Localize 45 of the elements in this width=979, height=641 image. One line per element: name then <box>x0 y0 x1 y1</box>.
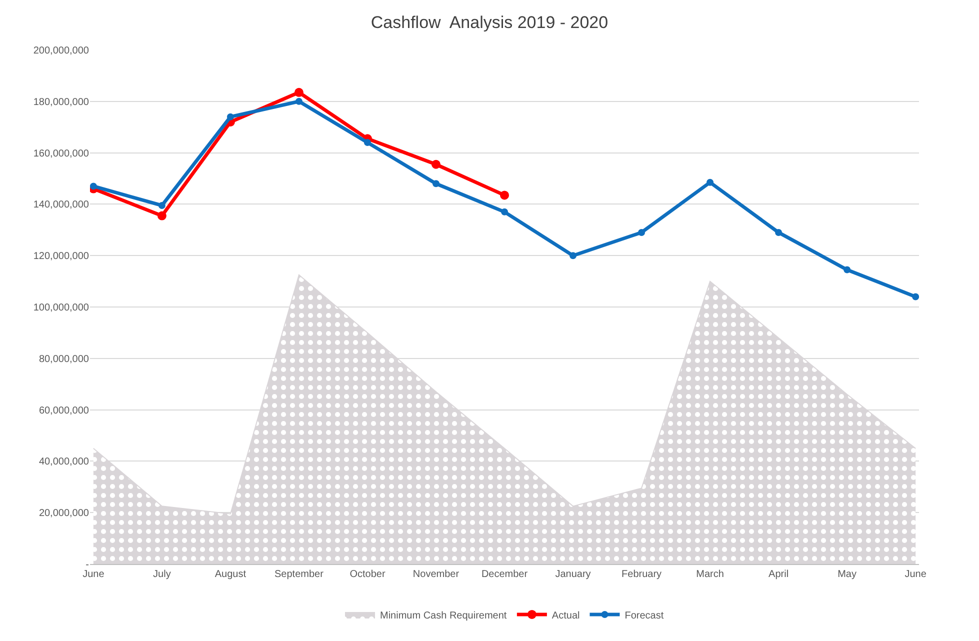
point <box>158 202 166 209</box>
y-tick-label: 200,000,000 <box>33 46 90 56</box>
point <box>431 160 440 169</box>
y-tick-label: 140,000,000 <box>33 200 90 211</box>
point <box>90 182 97 190</box>
x-tick-label: June <box>904 569 927 580</box>
y-tick-label: 60,000,000 <box>38 405 90 416</box>
point <box>775 228 782 236</box>
point <box>638 228 646 236</box>
chart-title: Cashflow Analysis 2019 - 2020 <box>370 12 608 32</box>
y-tick-label: 80,000,000 <box>38 354 90 365</box>
point <box>501 208 508 216</box>
point <box>432 180 440 188</box>
x-tick-label: December <box>481 569 528 580</box>
point <box>500 190 509 200</box>
y-tick-label: - <box>86 560 89 570</box>
point <box>844 266 851 274</box>
x-tick-label: August <box>214 569 246 580</box>
point <box>226 113 234 120</box>
x-tick-label: April <box>768 569 789 580</box>
point <box>912 293 919 300</box>
y-tick-label: 160,000,000 <box>33 148 90 160</box>
point <box>295 98 302 105</box>
x-tick-label: January <box>555 569 591 580</box>
legend-label: Minimum Cash Requirement <box>380 610 507 622</box>
point <box>294 88 304 97</box>
x-tick-label: November <box>412 569 460 580</box>
point <box>706 178 714 186</box>
x-tick-label: February <box>622 569 662 580</box>
x-tick-label: June <box>82 569 105 580</box>
point <box>364 139 371 146</box>
x-tick-label: July <box>153 569 171 580</box>
y-tick-label: 100,000,000 <box>33 302 90 314</box>
y-tick-label: 120,000,000 <box>33 251 90 262</box>
x-tick-label: March <box>696 569 724 580</box>
y-tick-label: 180,000,000 <box>33 96 90 108</box>
x-tick-label: September <box>274 569 324 580</box>
x-tick-label: May <box>838 569 857 580</box>
point <box>157 211 166 220</box>
x-tick-label: October <box>350 569 386 580</box>
legend-label: Forecast <box>624 610 664 622</box>
y-tick-label: 40,000,000 <box>38 456 90 468</box>
y-tick-label: 20,000,000 <box>38 508 90 520</box>
legend-label: Actual <box>552 610 580 622</box>
point <box>570 252 577 260</box>
